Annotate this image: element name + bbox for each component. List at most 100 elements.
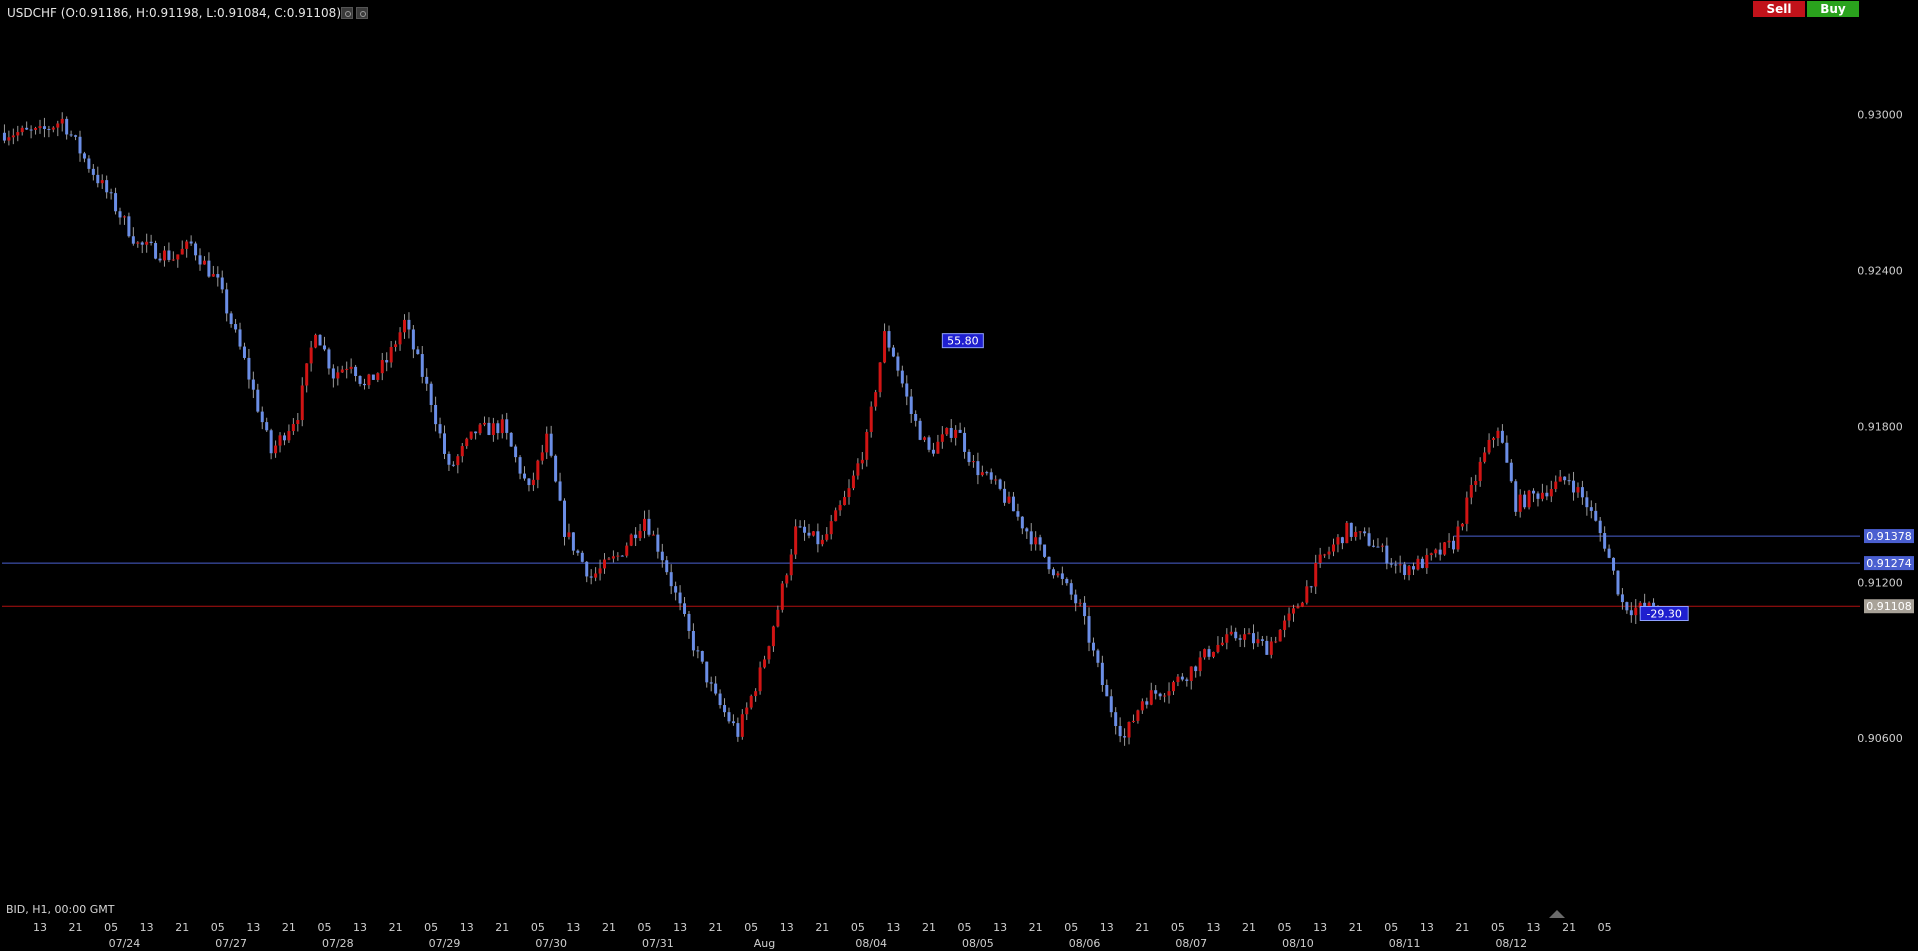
candle bbox=[798, 520, 802, 528]
candle bbox=[1389, 558, 1393, 568]
candle bbox=[594, 567, 598, 582]
candle-body bbox=[1367, 533, 1371, 546]
gear-icon[interactable] bbox=[356, 7, 368, 19]
candle bbox=[229, 311, 233, 328]
candle-body bbox=[940, 434, 944, 442]
candle-body bbox=[469, 431, 473, 439]
candle bbox=[1296, 603, 1300, 609]
x-tick-date: 07/27 bbox=[215, 937, 247, 950]
buy-button[interactable]: Buy bbox=[1807, 1, 1859, 17]
candle-body bbox=[669, 572, 673, 587]
candle-body bbox=[1180, 676, 1184, 680]
candle bbox=[843, 490, 847, 506]
candle bbox=[994, 475, 998, 485]
x-tick-date: 08/05 bbox=[962, 937, 994, 950]
candle-body bbox=[309, 347, 313, 364]
candle bbox=[1260, 635, 1264, 646]
candle bbox=[1629, 602, 1633, 623]
candle bbox=[576, 549, 580, 556]
candle bbox=[1225, 628, 1229, 650]
candle bbox=[1291, 604, 1295, 622]
candle bbox=[1349, 522, 1353, 542]
candle bbox=[1465, 491, 1469, 532]
candle-body bbox=[1176, 676, 1180, 683]
candle-body bbox=[856, 463, 860, 476]
x-tick-date: 07/29 bbox=[429, 937, 461, 950]
candle-body bbox=[1496, 430, 1500, 439]
candle-body bbox=[29, 129, 33, 131]
candle-body bbox=[1069, 583, 1073, 595]
x-tick-hour: 21 bbox=[1455, 921, 1469, 934]
x-tick-hour: 21 bbox=[1242, 921, 1256, 934]
candle bbox=[1020, 516, 1024, 535]
candle bbox=[500, 414, 504, 439]
candle bbox=[20, 125, 24, 136]
candle-body bbox=[1016, 511, 1020, 517]
candle-body bbox=[536, 460, 540, 480]
candle bbox=[1025, 527, 1029, 539]
candle bbox=[1185, 677, 1189, 687]
candle bbox=[34, 126, 38, 135]
candle bbox=[1612, 557, 1616, 575]
candle bbox=[358, 375, 362, 387]
candle bbox=[1509, 459, 1513, 483]
candle bbox=[216, 266, 220, 287]
candle bbox=[491, 417, 495, 442]
candle bbox=[1589, 500, 1593, 519]
annotation-box bbox=[941, 333, 984, 349]
candle bbox=[723, 698, 727, 717]
candle bbox=[100, 174, 104, 189]
candle-body bbox=[598, 568, 602, 574]
candle bbox=[1398, 555, 1402, 573]
candle-body bbox=[216, 274, 220, 278]
candle bbox=[1109, 689, 1113, 718]
candle bbox=[727, 707, 731, 724]
candle bbox=[860, 451, 864, 470]
candle-body bbox=[1403, 564, 1407, 576]
candle-body bbox=[1309, 586, 1313, 588]
sell-button[interactable]: Sell bbox=[1753, 1, 1805, 17]
candle bbox=[336, 366, 340, 386]
candle-body bbox=[803, 526, 807, 533]
candle bbox=[162, 246, 166, 267]
candle-body bbox=[1216, 644, 1220, 652]
candle-body bbox=[1300, 602, 1304, 607]
candle-body bbox=[1514, 481, 1518, 512]
candle-body bbox=[1123, 736, 1127, 738]
candle-body bbox=[540, 452, 544, 461]
candle-body bbox=[1056, 573, 1060, 576]
x-tick-hour: 13 bbox=[1100, 921, 1114, 934]
candle-body bbox=[1203, 649, 1207, 658]
candle-body bbox=[1629, 610, 1633, 616]
candle bbox=[1167, 682, 1171, 704]
candle-body bbox=[785, 575, 789, 584]
candle-body bbox=[994, 479, 998, 481]
candle-body bbox=[1465, 497, 1469, 524]
candle bbox=[1598, 517, 1602, 542]
candle bbox=[1500, 424, 1504, 444]
candle-body bbox=[1074, 594, 1078, 604]
settings-icon[interactable] bbox=[341, 7, 353, 19]
candle-body bbox=[1394, 564, 1398, 566]
candle-body bbox=[118, 211, 122, 218]
candle-body bbox=[1127, 721, 1131, 738]
candle-body bbox=[1003, 488, 1007, 503]
candle-body bbox=[1283, 620, 1287, 630]
candle-body bbox=[91, 168, 95, 175]
candle-body bbox=[389, 347, 393, 363]
candle-body bbox=[483, 422, 486, 425]
candle bbox=[29, 125, 33, 139]
candle bbox=[194, 241, 198, 261]
candle-body bbox=[1091, 642, 1095, 651]
candle bbox=[691, 623, 695, 657]
candle bbox=[998, 478, 1002, 491]
candle-body bbox=[331, 368, 335, 379]
candle-body bbox=[1585, 497, 1589, 508]
candle-body bbox=[491, 423, 495, 435]
candle bbox=[1060, 566, 1064, 586]
scroll-marker-icon[interactable] bbox=[1549, 910, 1565, 918]
candle bbox=[758, 661, 762, 695]
candle-body bbox=[154, 243, 158, 259]
candle-body bbox=[1580, 487, 1584, 498]
